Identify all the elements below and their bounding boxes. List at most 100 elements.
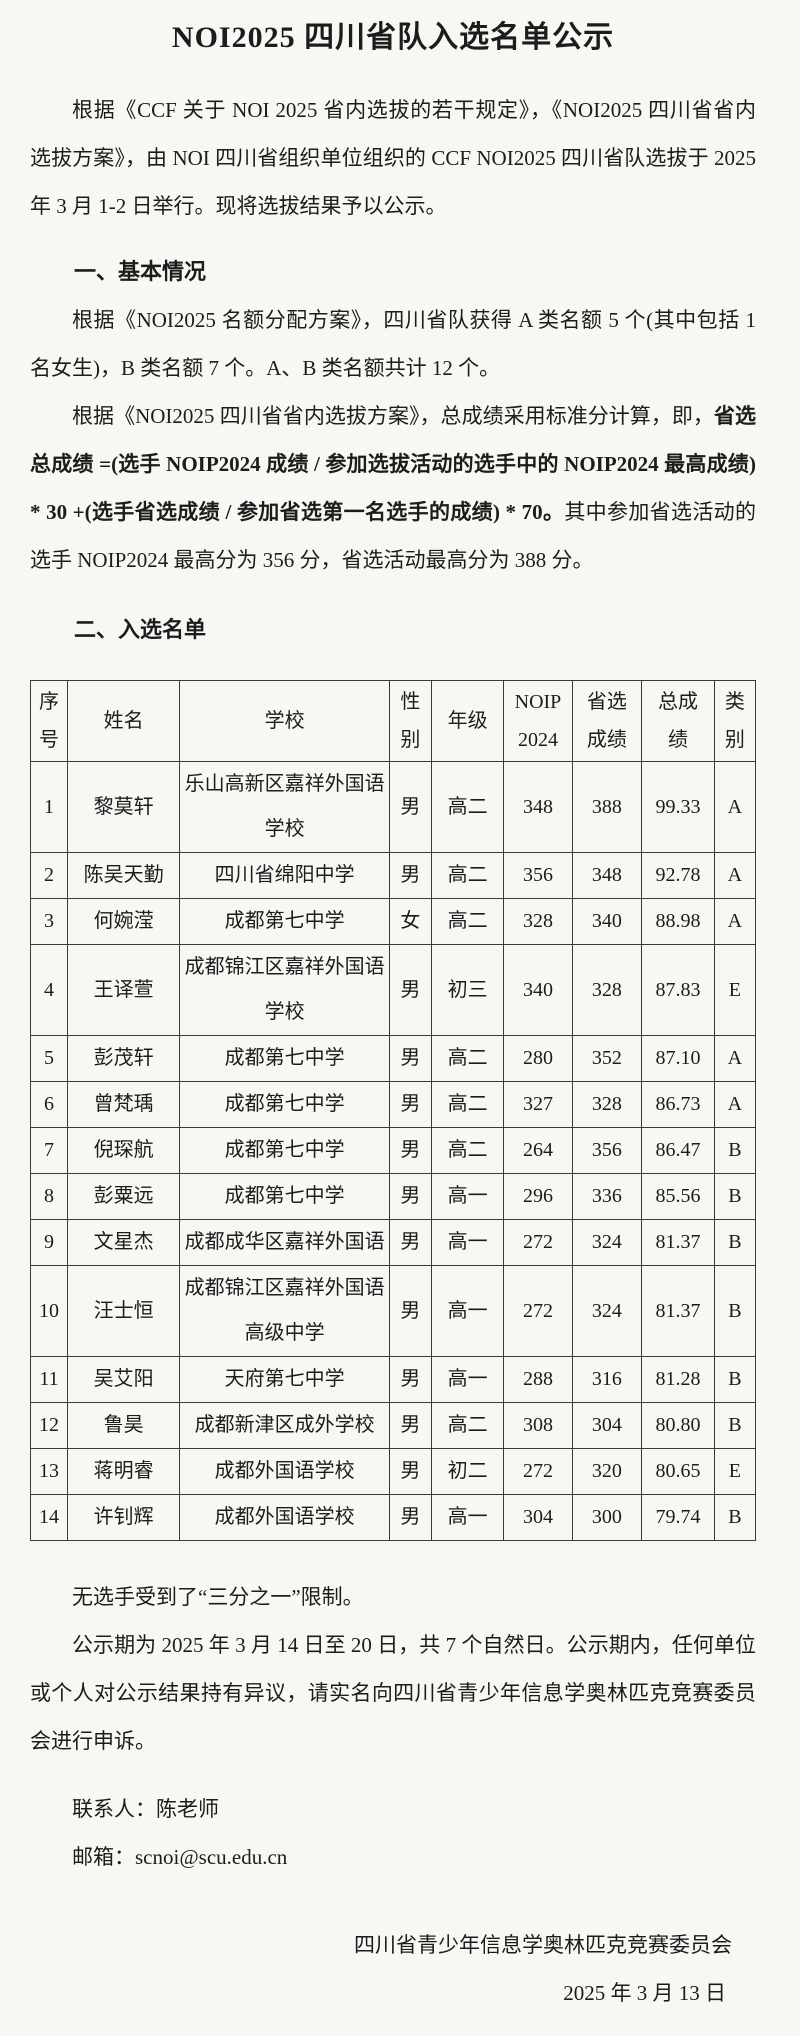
table-cell: 彭粟远 xyxy=(66,1173,181,1220)
table-cell: 328 xyxy=(571,944,643,1036)
contact-email: 邮箱：scnoi@scu.edu.cn xyxy=(72,1845,288,1869)
table-cell: B xyxy=(713,1402,757,1449)
table-cell: 男 xyxy=(388,1265,432,1357)
table-cell: 272 xyxy=(503,1265,573,1357)
intro-paragraph: 根据《CCF 关于 NOI 2025 省内选拔的若干规定》，《NOI2025 四… xyxy=(30,98,756,218)
table-cell: 264 xyxy=(503,1127,573,1174)
table-cell: 高一 xyxy=(430,1173,505,1220)
section1-heading: 一、基本情况 xyxy=(74,259,207,284)
column-header: 年级 xyxy=(430,680,505,762)
table-cell: B xyxy=(713,1356,757,1403)
formula-tail-text: 其中参加省选活动的选手 NOIP2024 最高分为 356 分，省选活动最高分为… xyxy=(30,500,757,572)
table-row: 14 许钊辉 成都外国语学校男高一 304 300 79.74 B xyxy=(30,1494,757,1541)
table-cell: 356 xyxy=(571,1127,643,1174)
table-cell: 87.83 xyxy=(641,944,715,1036)
signature-block: 四川省青少年信息学奥林匹克竞赛委员会 2025 年 3 月 13 日 xyxy=(30,1921,756,2017)
table-cell: 340 xyxy=(571,898,643,945)
column-header: NOIP 2024 xyxy=(503,680,573,762)
table-cell: 324 xyxy=(571,1265,643,1357)
table-cell: 汪士恒 xyxy=(66,1265,181,1357)
table-cell: 曾梵瑀 xyxy=(66,1081,181,1128)
table-cell: 316 xyxy=(571,1356,643,1403)
table-cell: 340 xyxy=(503,944,573,1036)
table-cell: B xyxy=(713,1219,757,1266)
table-cell: 成都新津区成外学校 xyxy=(179,1402,390,1449)
table-cell: 88.98 xyxy=(641,898,715,945)
page-title: NOI2025 四川省队入选名单公示 xyxy=(171,21,615,54)
table-cell: 四川省绵阳中学 xyxy=(179,852,390,899)
table-cell: 吴艾阳 xyxy=(66,1356,181,1403)
table-cell: 男 xyxy=(388,1081,432,1128)
table-cell: 女 xyxy=(388,898,432,945)
table-cell: 336 xyxy=(571,1173,643,1220)
table-cell: 7 xyxy=(30,1127,68,1174)
table-cell: 85.56 xyxy=(641,1173,715,1220)
table-cell: 高二 xyxy=(430,1081,505,1128)
table-cell: 9 xyxy=(30,1219,68,1266)
table-cell: 乐山高新区嘉祥外国语学校 xyxy=(179,761,390,853)
table-cell: 男 xyxy=(388,761,432,853)
table-cell: 蒋明睿 xyxy=(66,1448,181,1495)
table-cell: 328 xyxy=(503,898,573,945)
selection-table: 序 号姓名 学校性 别年级 NOIP 2024 省选 成绩 总成 绩类 别 1 黎莫轩 乐山… xyxy=(30,680,757,1541)
formula-lead-text: 根据《NOI2025 四川省省内选拔方案》，总成绩采用标准分计算，即， xyxy=(72,404,714,428)
table-cell: 高一 xyxy=(430,1265,505,1357)
table-cell: 男 xyxy=(388,1356,432,1403)
table-cell: 327 xyxy=(503,1081,573,1128)
contact-person: 联系人：陈老师 xyxy=(72,1797,219,1821)
table-cell: 99.33 xyxy=(641,761,715,853)
table-cell: 天府第七中学 xyxy=(179,1356,390,1403)
table-cell: A xyxy=(713,761,757,853)
table-cell: 成都第七中学 xyxy=(179,1127,390,1174)
table-cell: 倪琛航 xyxy=(66,1127,181,1174)
table-cell: 328 xyxy=(571,1081,643,1128)
table-row: 11 吴艾阳 天府第七中学男高一 288 316 81.28 B xyxy=(30,1356,757,1403)
table-row: 7 倪琛航 成都第七中学男高二 264 356 86.47 B xyxy=(30,1127,757,1174)
table-row: 2 陈吴天勤 四川省绵阳中学男高二 356 348 92.78 A xyxy=(30,852,757,899)
table-cell: 鲁昊 xyxy=(66,1402,181,1449)
table-cell: 352 xyxy=(571,1035,643,1082)
table-cell: 296 xyxy=(503,1173,573,1220)
table-cell: B xyxy=(713,1265,757,1357)
table-cell: 87.10 xyxy=(641,1035,715,1082)
table-cell: 86.73 xyxy=(641,1081,715,1128)
table-row: 9 文星杰 成都成华区嘉祥外国语男高一 272 324 81.37 B xyxy=(30,1219,757,1266)
column-header: 姓名 xyxy=(66,680,181,762)
table-cell: B xyxy=(713,1127,757,1174)
table-cell: E xyxy=(713,944,757,1036)
table-cell: 高一 xyxy=(430,1356,505,1403)
table-cell: 92.78 xyxy=(641,852,715,899)
table-cell: E xyxy=(713,1448,757,1495)
table-cell: 男 xyxy=(388,1219,432,1266)
column-header: 性 别 xyxy=(388,680,432,762)
column-header: 省选 成绩 xyxy=(571,680,643,762)
table-cell: 高二 xyxy=(430,1035,505,1082)
table-cell: 高二 xyxy=(430,1127,505,1174)
table-cell: 高一 xyxy=(430,1219,505,1266)
table-cell: 高一 xyxy=(430,1494,505,1541)
table-row: 3 何婉滢 成都第七中学女高二 328 340 88.98 A xyxy=(30,898,757,945)
table-cell: 成都第七中学 xyxy=(179,1081,390,1128)
table-cell: 高二 xyxy=(430,898,505,945)
column-header: 总成 绩 xyxy=(641,680,715,762)
table-cell: 男 xyxy=(388,1494,432,1541)
table-cell: 男 xyxy=(388,852,432,899)
table-cell: 男 xyxy=(388,1448,432,1495)
table-cell: 成都外国语学校 xyxy=(179,1448,390,1495)
table-cell: 男 xyxy=(388,1402,432,1449)
table-cell: 成都锦江区嘉祥外国语学校 xyxy=(179,944,390,1036)
table-cell: 男 xyxy=(388,1035,432,1082)
table-cell: 许钊辉 xyxy=(66,1494,181,1541)
table-cell: 初三 xyxy=(430,944,505,1036)
table-cell: 成都外国语学校 xyxy=(179,1494,390,1541)
table-cell: 彭茂轩 xyxy=(66,1035,181,1082)
table-cell: 成都锦江区嘉祥外国语高级中学 xyxy=(179,1265,390,1357)
table-cell: 348 xyxy=(503,761,573,853)
table-cell: 81.28 xyxy=(641,1356,715,1403)
table-cell: 男 xyxy=(388,944,432,1036)
signature-date: 2025 年 3 月 13 日 xyxy=(563,1981,726,2005)
table-header-row: 序 号姓名 学校性 别年级 NOIP 2024 省选 成绩 总成 绩类 别 xyxy=(30,680,757,762)
column-header: 序 号 xyxy=(30,680,68,762)
table-cell: 成都第七中学 xyxy=(179,898,390,945)
table-cell: 81.37 xyxy=(641,1265,715,1357)
